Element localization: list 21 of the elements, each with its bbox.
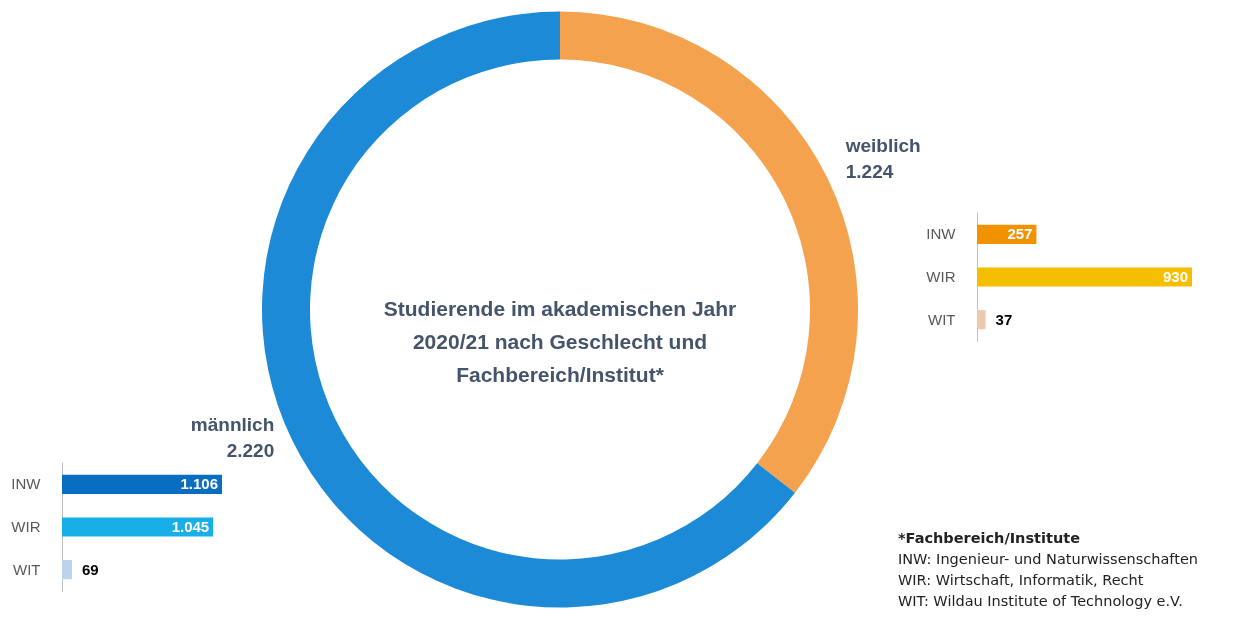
slice-label: weiblich bbox=[844, 134, 921, 156]
text: Studierende im akademischen Jahr 2020/21 nach Geschlecht und Fachbereich/Institut* bbox=[383, 296, 737, 386]
y-tick-label: WIT bbox=[928, 310, 956, 328]
data-label: 2.220 bbox=[226, 440, 275, 462]
data-label: 69 bbox=[81, 560, 99, 578]
y-tick-label: INW bbox=[926, 225, 957, 243]
y-tick-label: WIR bbox=[11, 518, 41, 535]
text: WIR: Wirtschaft, Informatik, Recht bbox=[898, 571, 1145, 590]
data-label: 257 bbox=[1007, 225, 1033, 243]
text: WIT: Wildau Institute of Technology e.V. bbox=[898, 592, 1184, 611]
y-tick-label: WIT bbox=[13, 560, 41, 578]
text: *Fachbereich/Institute bbox=[898, 529, 1081, 548]
y-tick-label: INW bbox=[11, 475, 42, 493]
y-tick-label: WIR bbox=[926, 268, 956, 285]
data-label: 930 bbox=[1162, 268, 1188, 285]
data-label: 37 bbox=[995, 310, 1013, 328]
slice-label: männlich bbox=[190, 414, 275, 436]
data-label: 1.224 bbox=[845, 160, 894, 182]
text: INW: Ingenieur- und Naturwissenschaften bbox=[898, 550, 1199, 569]
data-label: 1.045 bbox=[171, 518, 210, 535]
data-label: 1.106 bbox=[180, 475, 218, 493]
